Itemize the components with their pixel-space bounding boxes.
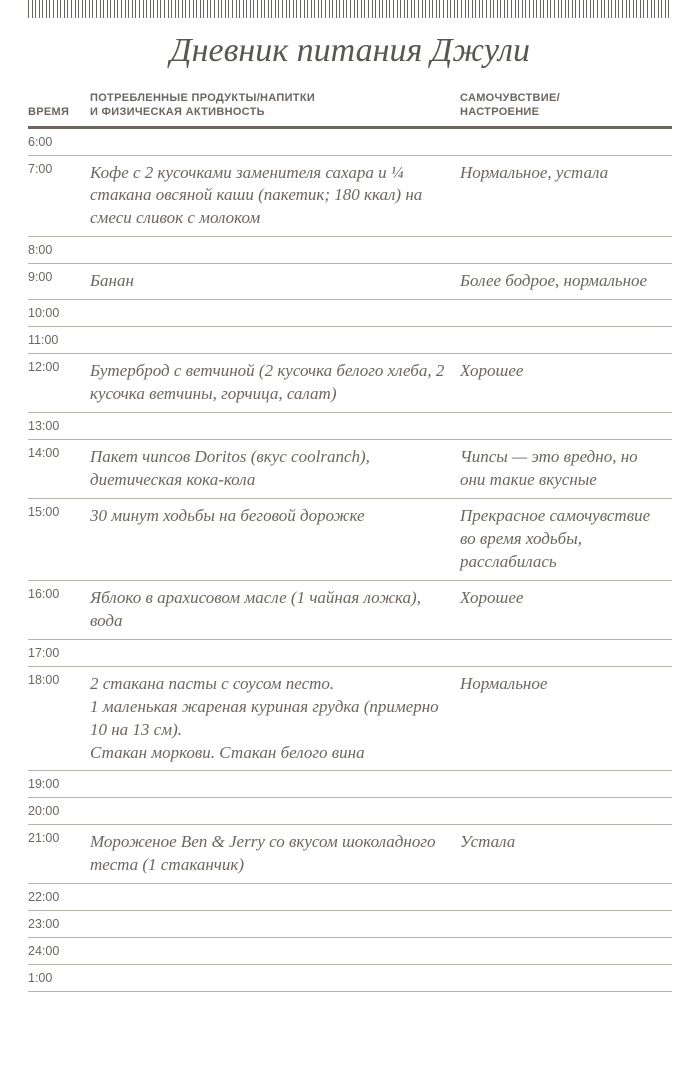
cell-food: Мороженое Ben & Jerry со вкусом шоколадн… [90,825,460,884]
cell-mood: Хорошее [460,580,672,639]
cell-food: Банан [90,264,460,300]
cell-food: Пакет чипсов Doritos (вкус coolranch), д… [90,440,460,499]
table-row: 19:00 [28,771,672,798]
table-row: 7:00Кофе с 2 кусочками заменителя сахара… [28,155,672,237]
table-row: 24:00 [28,938,672,965]
table-row: 23:00 [28,911,672,938]
cell-food: Кофе с 2 кусочками заменителя сахара и ¼… [90,155,460,237]
cell-mood: Более бодрое, нормальное [460,264,672,300]
table-header-row: ВРЕМЯ ПОТРЕБЛЕННЫЕ ПРОДУКТЫ/НАПИТКИИ ФИЗ… [28,88,672,127]
cell-time: 16:00 [28,580,90,639]
cell-mood: Нормальное [460,666,672,771]
cell-food [90,884,460,911]
cell-mood [460,884,672,911]
cell-mood [460,911,672,938]
food-diary-table: ВРЕМЯ ПОТРЕБЛЕННЫЕ ПРОДУКТЫ/НАПИТКИИ ФИЗ… [28,88,672,992]
cell-time: 8:00 [28,237,90,264]
cell-time: 9:00 [28,264,90,300]
table-row: 9:00БананБолее бодрое, нормальное [28,264,672,300]
cell-time: 13:00 [28,413,90,440]
cell-time: 10:00 [28,300,90,327]
cell-mood [460,771,672,798]
cell-mood: Устала [460,825,672,884]
table-row: 18:002 стакана пасты с соусом песто.1 ма… [28,666,672,771]
table-row: 14:00Пакет чипсов Doritos (вкус coolranc… [28,440,672,499]
diary-body: 6:007:00Кофе с 2 кусочками заменителя са… [28,127,672,992]
top-tick-border [28,0,672,18]
cell-mood [460,639,672,666]
cell-mood: Нормальное, устала [460,155,672,237]
cell-mood [460,327,672,354]
table-row: 11:00 [28,327,672,354]
table-row: 22:00 [28,884,672,911]
cell-food [90,639,460,666]
cell-food [90,798,460,825]
cell-food [90,911,460,938]
cell-time: 12:00 [28,354,90,413]
cell-food: Яблоко в арахисовом масле (1 чайная ложк… [90,580,460,639]
cell-time: 15:00 [28,499,90,581]
cell-time: 19:00 [28,771,90,798]
col-header-time: ВРЕМЯ [28,88,90,127]
table-row: 8:00 [28,237,672,264]
table-row: 16:00Яблоко в арахисовом масле (1 чайная… [28,580,672,639]
cell-mood [460,798,672,825]
cell-food [90,127,460,155]
cell-food [90,237,460,264]
table-row: 15:0030 минут ходьбы на беговой дорожкеП… [28,499,672,581]
cell-food: 30 минут ходьбы на беговой дорожке [90,499,460,581]
cell-time: 7:00 [28,155,90,237]
col-header-food: ПОТРЕБЛЕННЫЕ ПРОДУКТЫ/НАПИТКИИ ФИЗИЧЕСКА… [90,88,460,127]
cell-mood [460,300,672,327]
cell-time: 22:00 [28,884,90,911]
cell-food [90,771,460,798]
cell-time: 14:00 [28,440,90,499]
cell-time: 21:00 [28,825,90,884]
table-row: 20:00 [28,798,672,825]
table-row: 1:00 [28,965,672,992]
cell-mood: Чипсы — это вредно, но они такие вкусные [460,440,672,499]
cell-food [90,965,460,992]
cell-food [90,413,460,440]
cell-mood: Прекрасное самочувствие во время ходьбы,… [460,499,672,581]
cell-time: 6:00 [28,127,90,155]
cell-time: 11:00 [28,327,90,354]
page-title: Дневник питания Джули [28,32,672,70]
cell-time: 1:00 [28,965,90,992]
cell-time: 18:00 [28,666,90,771]
table-row: 6:00 [28,127,672,155]
cell-mood: Хорошее [460,354,672,413]
cell-time: 20:00 [28,798,90,825]
cell-mood [460,237,672,264]
cell-time: 23:00 [28,911,90,938]
cell-food: Бутерброд с ветчиной (2 кусочка белого х… [90,354,460,413]
cell-time: 17:00 [28,639,90,666]
cell-food [90,327,460,354]
col-header-mood: САМОЧУВСТВИЕ/НАСТРОЕНИЕ [460,88,672,127]
table-row: 21:00Мороженое Ben & Jerry со вкусом шок… [28,825,672,884]
cell-time: 24:00 [28,938,90,965]
cell-mood [460,413,672,440]
cell-food [90,300,460,327]
table-row: 17:00 [28,639,672,666]
table-row: 12:00Бутерброд с ветчиной (2 кусочка бел… [28,354,672,413]
cell-mood [460,938,672,965]
table-row: 13:00 [28,413,672,440]
cell-mood [460,127,672,155]
table-row: 10:00 [28,300,672,327]
cell-mood [460,965,672,992]
cell-food [90,938,460,965]
cell-food: 2 стакана пасты с соусом песто.1 маленьк… [90,666,460,771]
